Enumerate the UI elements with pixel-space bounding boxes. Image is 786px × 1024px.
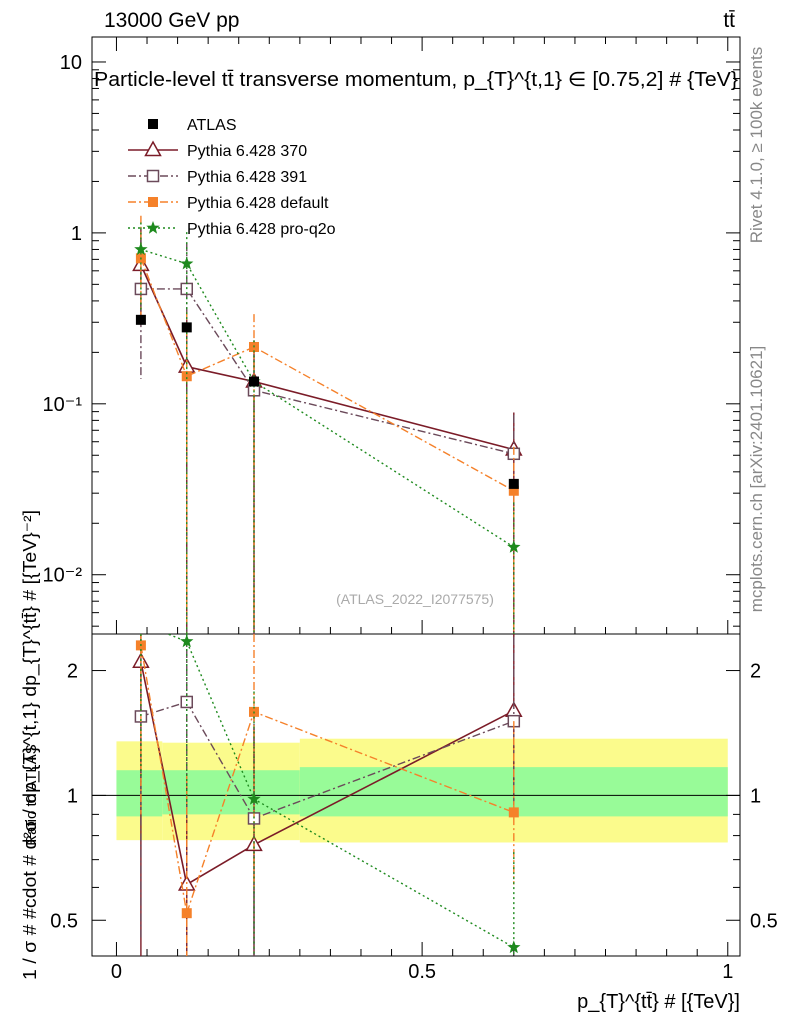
ratio-band-inner-0 xyxy=(116,770,163,817)
legend-label: Pythia 6.428 370 xyxy=(187,143,307,160)
ratio-y-tick-label-right: 1 xyxy=(750,785,761,807)
legend-marker-0 xyxy=(148,119,158,129)
main-point-0-3 xyxy=(508,478,519,489)
legend-marker-2 xyxy=(146,169,160,183)
ratio-point-2-1 xyxy=(181,908,192,919)
ratio-point-1-1 xyxy=(180,695,194,709)
ratio-y-tick-label-right: 2 xyxy=(750,661,761,683)
main-point-0-2 xyxy=(249,376,259,387)
main-y-tick-label: 10⁻¹ xyxy=(43,394,83,416)
ratio-y-tick-label-left: 0.5 xyxy=(50,910,78,932)
main-y-axis-ticks: 10⁻² 10⁻¹ 1 10 xyxy=(43,52,740,627)
x-axis-title: p_{T}^{tt̄} # [{TeV}] xyxy=(577,991,740,1013)
main-y-tick-label: 10⁻² xyxy=(43,565,83,587)
main-series-group xyxy=(132,215,523,634)
ratio-series-group xyxy=(132,634,523,956)
x-tick-label: 0 xyxy=(111,961,122,983)
main-y-axis-title: 1 / σ # #cdot # d²σ / dp_{T}^{t,1} dp_{T… xyxy=(20,510,41,980)
ratio-point-2-3 xyxy=(508,807,519,818)
main-point-0-0 xyxy=(135,314,146,325)
main-point-3-3 xyxy=(508,485,519,496)
x-tick-label: 1 xyxy=(722,961,733,983)
legend-label: ATLAS xyxy=(187,117,237,134)
chart-title: Particle-level tt̄ transverse momentum, … xyxy=(94,69,738,91)
energy-label: 13000 GeV pp xyxy=(104,9,239,32)
ratio-uncertainty-bands xyxy=(116,738,728,843)
main-point-3-1 xyxy=(181,371,192,382)
legend-label: Pythia 6.428 391 xyxy=(187,169,307,186)
ratio-y-tick-label-left: 1 xyxy=(67,785,78,807)
ratio-y-tick-label-left: 2 xyxy=(67,661,78,683)
main-y-tick-label: 1 xyxy=(71,223,82,245)
ratio-band-inner-1 xyxy=(162,770,300,815)
main-line-1 xyxy=(140,264,515,451)
main-point-4-1 xyxy=(180,256,194,270)
legend-marker-4 xyxy=(146,221,160,234)
ratio-y-axis-title: Ratio to ATLAS xyxy=(23,744,40,845)
legend: ATLAS Pythia 6.428 370 Pythia 6.428 391 Pyt… xyxy=(128,117,336,238)
analysis-watermark: (ATLAS_2022_I2077575) xyxy=(336,591,494,607)
ratio-y-axis-ticks: 0.5 0.5 1 1 2 2 xyxy=(50,661,778,933)
mcplots-source-label: mcplots.cern.ch [arXiv:2401.10621] xyxy=(747,346,766,612)
main-point-4-3 xyxy=(507,540,521,553)
main-line-4 xyxy=(140,248,515,548)
ratio-point-3-2 xyxy=(247,792,261,805)
rivet-version-label: Rivet 4.1.0, ≥ 100k events xyxy=(747,47,766,243)
ratio-line-3 xyxy=(165,634,515,949)
x-tick-label: 0.5 xyxy=(408,961,436,983)
main-point-4-0 xyxy=(134,242,148,256)
main-y-tick-label: 10 xyxy=(60,52,82,74)
process-label: tt̄ xyxy=(723,9,735,32)
ratio-point-3-3 xyxy=(507,940,521,954)
ratio-line-2 xyxy=(140,645,515,914)
main-line-2 xyxy=(140,288,514,455)
main-line-3 xyxy=(140,258,515,492)
ratio-line-1 xyxy=(140,701,515,820)
x-axis-ticks: 0 0.5 1 xyxy=(111,37,733,983)
main-point-0-1 xyxy=(181,322,192,333)
legend-label: Pythia 6.428 default xyxy=(187,195,329,212)
legend-label: Pythia 6.428 pro-q2o xyxy=(187,221,336,238)
ratio-line-0 xyxy=(140,661,515,886)
legend-marker-3 xyxy=(148,197,158,207)
ratio-point-3-1 xyxy=(180,634,194,648)
legend-marker-1 xyxy=(144,140,162,157)
ratio-y-tick-label-right: 0.5 xyxy=(750,910,778,932)
